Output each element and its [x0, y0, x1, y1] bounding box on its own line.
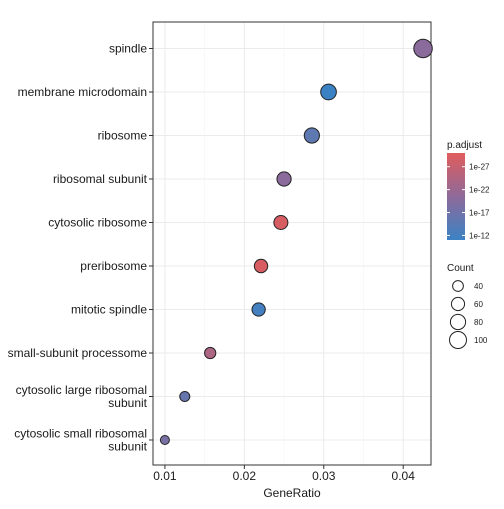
- category-label: membrane microdomain: [18, 85, 147, 99]
- size-legend-label: 100: [474, 336, 488, 345]
- category-label-line: cytosolic ribosome: [48, 216, 147, 230]
- category-label: ribosome: [98, 129, 148, 143]
- color-legend: p.adjust 1e-27 1e-22 1e-17 1e-12: [447, 140, 490, 240]
- data-point: [273, 214, 289, 231]
- color-legend-label: 1e-27: [469, 163, 490, 172]
- color-legend-ticks: 1e-27 1e-22 1e-17 1e-12: [447, 163, 490, 240]
- x-tick-label: 0.03: [312, 469, 336, 483]
- x-axis: 0.01 0.02 0.03 0.04: [153, 465, 415, 483]
- data-point: [251, 302, 266, 317]
- size-legend-circle: [449, 313, 467, 331]
- category-label-line: subunit: [108, 396, 147, 410]
- category-label-line: subunit: [108, 440, 147, 454]
- size-legend-items: 40 60 80 100: [449, 280, 488, 349]
- category-label: spindle: [109, 42, 147, 56]
- color-legend-label: 1e-22: [469, 186, 490, 195]
- category-label-line: ribosomal subunit: [53, 172, 148, 186]
- data-point: [276, 171, 292, 187]
- size-legend: Count 40 60 80 100: [447, 263, 488, 349]
- category-label: cytosolic large ribosomal subunit: [16, 383, 148, 410]
- category-label: cytosolic ribosome: [48, 216, 147, 230]
- plot-panel-border: [152, 21, 432, 466]
- x-tick-label: 0.01: [153, 469, 177, 483]
- category-label-line: ribosome: [98, 129, 148, 143]
- data-point: [204, 346, 217, 360]
- category-label: small-subunit processome: [8, 346, 148, 360]
- category-label: cytosolic small ribosomal subunit: [14, 427, 147, 454]
- size-legend-label: 60: [474, 300, 483, 309]
- size-legend-title: Count: [447, 263, 474, 274]
- color-legend-label: 1e-12: [469, 231, 490, 240]
- category-label: ribosomal subunit: [53, 172, 148, 186]
- size-legend-label: 80: [474, 318, 483, 327]
- data-point: [253, 258, 269, 274]
- size-legend-label: 40: [474, 282, 483, 291]
- color-legend-label: 1e-17: [469, 209, 490, 218]
- category-label-line: membrane microdomain: [18, 85, 147, 99]
- data-point: [320, 83, 337, 101]
- color-legend-title: p.adjust: [447, 140, 482, 151]
- x-tick-label: 0.02: [233, 469, 257, 483]
- color-legend-bar: [447, 153, 465, 240]
- data-point: [303, 127, 320, 144]
- category-label-line: cytosolic large ribosomal: [16, 383, 147, 397]
- data-point: [179, 390, 191, 403]
- category-label: preribosome: [80, 259, 147, 273]
- grid-layer: [153, 22, 431, 465]
- category-label-line: mitotic spindle: [71, 303, 147, 317]
- size-legend-circle: [450, 296, 466, 312]
- category-label: mitotic spindle: [71, 303, 147, 317]
- y-axis-labels: spindle membrane microdomain ribosome ribos…: [8, 42, 153, 454]
- data-point: [413, 38, 433, 59]
- x-tick-label: 0.04: [392, 469, 416, 483]
- x-axis-title: GeneRatio: [263, 486, 321, 500]
- category-label-line: cytosolic small ribosomal: [14, 427, 147, 441]
- points-layer: [159, 38, 433, 445]
- data-point: [159, 435, 170, 445]
- category-label-line: spindle: [109, 42, 147, 56]
- size-legend-circle: [449, 331, 467, 349]
- category-label-line: preribosome: [80, 259, 147, 273]
- size-legend-circle: [452, 280, 464, 292]
- category-label-line: small-subunit processome: [8, 346, 148, 360]
